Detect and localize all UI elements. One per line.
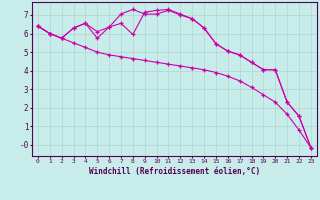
X-axis label: Windchill (Refroidissement éolien,°C): Windchill (Refroidissement éolien,°C) (89, 167, 260, 176)
